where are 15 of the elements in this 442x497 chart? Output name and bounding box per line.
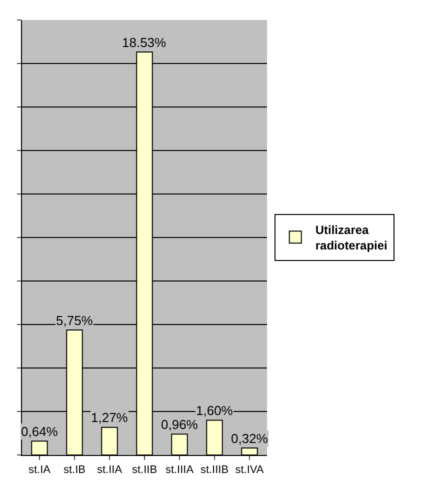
- x-tick-label: st.IIA: [96, 464, 123, 476]
- x-tick-label: st.IIB: [132, 464, 158, 476]
- x-tick-label: st.IIIA: [165, 464, 194, 476]
- legend-label: Utilizarea radioterapiei: [315, 222, 388, 253]
- x-tick-label: st.IIIB: [200, 464, 229, 476]
- data-label: 1,27%: [91, 410, 128, 425]
- data-label: 5,75%: [56, 313, 94, 328]
- x-tick-label: st.IB: [63, 464, 86, 476]
- data-label: 1,60%: [196, 403, 234, 418]
- x-tick-label: st.IA: [28, 464, 52, 476]
- data-label: 0,32%: [231, 431, 268, 446]
- data-label: 0,64%: [21, 424, 58, 439]
- data-label: 0,96%: [161, 417, 198, 432]
- data-label: 18.53%: [122, 35, 167, 50]
- x-tick-label: st.IVA: [235, 464, 264, 476]
